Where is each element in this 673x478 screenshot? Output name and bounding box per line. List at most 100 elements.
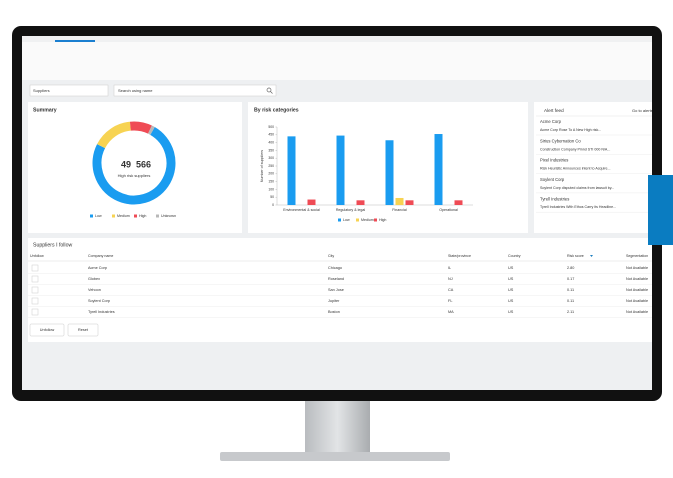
legend-label: Medium bbox=[117, 214, 130, 218]
search-input[interactable] bbox=[113, 84, 277, 97]
table-cell: US bbox=[508, 288, 514, 292]
button[interactable] bbox=[29, 323, 65, 337]
bar bbox=[385, 140, 394, 205]
legend-swatch bbox=[338, 218, 341, 222]
sort-arrow bbox=[590, 255, 593, 257]
y-tick-label: 200 bbox=[268, 172, 274, 176]
table-cell: Boston bbox=[328, 310, 340, 314]
alert-text: Acme Corp Rose To A New High risk... bbox=[540, 128, 601, 132]
column-header[interactable]: Risk score bbox=[567, 254, 584, 258]
table-cell: US bbox=[508, 310, 514, 314]
bar bbox=[336, 135, 345, 205]
unfollow-checkbox[interactable] bbox=[31, 264, 39, 272]
y-tick-label: 0 bbox=[272, 203, 274, 207]
table-cell: 2.80 bbox=[567, 266, 574, 270]
table-cell: 0.11 bbox=[567, 288, 574, 292]
table-cell: US bbox=[508, 266, 514, 270]
table-cell: Not Available bbox=[626, 299, 648, 303]
legend-swatch bbox=[134, 214, 137, 218]
table-cell: IL bbox=[448, 266, 451, 270]
supplier-filter[interactable] bbox=[29, 84, 109, 97]
legend-label: Unknown bbox=[161, 214, 176, 218]
column-header: Unfollow bbox=[30, 254, 44, 258]
active-tab bbox=[55, 40, 95, 42]
dashboard: Suppliers Search using name Summary 49 566 Hi… bbox=[22, 36, 653, 342]
search-icon-handle bbox=[270, 91, 273, 94]
bar bbox=[395, 197, 404, 205]
top-nav bbox=[22, 36, 652, 42]
alert-company[interactable]: Soylent Corp bbox=[540, 177, 565, 182]
center-caption: High risk suppliers bbox=[118, 173, 151, 178]
search-icon[interactable] bbox=[266, 87, 272, 93]
table-title: Suppliers I follow bbox=[33, 242, 72, 248]
company-link[interactable]: Vehoon bbox=[88, 288, 101, 292]
company-link[interactable]: Tyrell Industries bbox=[88, 310, 115, 314]
legend-swatch bbox=[356, 218, 359, 222]
legend-label: Low bbox=[95, 214, 102, 218]
suppliers-panel bbox=[28, 238, 652, 342]
alert-company[interactable]: Sirius Cybernation Co bbox=[540, 138, 581, 143]
table-cell: MA bbox=[448, 310, 454, 314]
company-link[interactable]: Soylent Corp bbox=[88, 299, 110, 303]
unfollow-checkbox[interactable] bbox=[31, 275, 39, 283]
header bbox=[22, 36, 652, 80]
y-tick-label: 150 bbox=[268, 179, 274, 183]
legend-label: High bbox=[379, 218, 386, 222]
alert-company[interactable]: Acme Corp bbox=[540, 119, 562, 124]
table-cell: 2.11 bbox=[567, 310, 574, 314]
filter-text: Suppliers bbox=[33, 88, 50, 93]
unfollow-checkbox[interactable] bbox=[31, 286, 39, 294]
x-tick-label: Regulatory & legal bbox=[336, 208, 366, 212]
table-cell: NJ bbox=[448, 277, 453, 281]
panel-title: By risk categories bbox=[254, 107, 299, 113]
alert-text: Risk Heuristic Announces intent to Acqui… bbox=[540, 167, 611, 171]
table-cell: US bbox=[508, 299, 514, 303]
alert-company[interactable]: Tyrell Industries bbox=[540, 196, 569, 201]
company-link[interactable]: Acme Corp bbox=[88, 266, 107, 270]
side-tab[interactable] bbox=[648, 175, 673, 245]
legend-label: Medium bbox=[361, 218, 374, 222]
legend-label: Low bbox=[343, 218, 350, 222]
legend-swatch bbox=[112, 214, 115, 218]
x-tick-label: Operational bbox=[439, 208, 458, 212]
bar bbox=[454, 200, 463, 205]
column-header[interactable]: Segmentation bbox=[626, 254, 648, 258]
unfollow-checkbox[interactable] bbox=[31, 297, 39, 305]
button-label[interactable]: Reset bbox=[78, 328, 89, 332]
table-cell: CA bbox=[448, 288, 454, 292]
legend-swatch bbox=[90, 214, 93, 218]
alert-company[interactable]: Pixel Industries bbox=[540, 158, 568, 163]
table-cell: 0.17 bbox=[567, 277, 574, 281]
y-tick-label: 100 bbox=[268, 187, 274, 191]
table-cell: Chicago bbox=[328, 266, 342, 270]
table-cell: 0.11 bbox=[567, 299, 574, 303]
y-tick-label: 300 bbox=[268, 156, 274, 160]
bar bbox=[287, 136, 296, 205]
alert-link[interactable]: Go to alerts bbox=[632, 108, 653, 113]
legend-swatch bbox=[374, 218, 377, 222]
x-tick-label: Financial bbox=[392, 208, 407, 212]
monitor-neck bbox=[305, 398, 370, 454]
total-count: 566 bbox=[136, 159, 151, 169]
y-tick-label: 50 bbox=[270, 195, 274, 199]
y-axis-label: Number of suppliers bbox=[260, 150, 264, 182]
bar bbox=[356, 200, 365, 205]
table-cell: Roseland bbox=[328, 277, 344, 281]
company-link[interactable]: Globex bbox=[88, 277, 100, 281]
button[interactable] bbox=[67, 323, 99, 337]
column-header: City bbox=[328, 254, 334, 258]
table-cell: Not Available bbox=[626, 288, 648, 292]
unfollow-checkbox[interactable] bbox=[31, 308, 39, 316]
column-header[interactable]: State/province bbox=[448, 254, 471, 258]
panel-title: Summary bbox=[33, 107, 57, 113]
table-cell: Not Available bbox=[626, 277, 648, 281]
donut-segment bbox=[97, 121, 132, 149]
alert-text: Construction Company Pinnd STI 000 N/A..… bbox=[540, 147, 610, 151]
donut-segment bbox=[129, 121, 152, 134]
column-header[interactable]: Country bbox=[508, 254, 521, 258]
x-tick-label: Environmental & social bbox=[283, 208, 320, 212]
legend-label: High bbox=[139, 214, 146, 218]
alert-text: Tyrell Industries With Ethos Carry its H… bbox=[540, 205, 616, 209]
button-label[interactable]: Unfollow bbox=[40, 328, 55, 332]
